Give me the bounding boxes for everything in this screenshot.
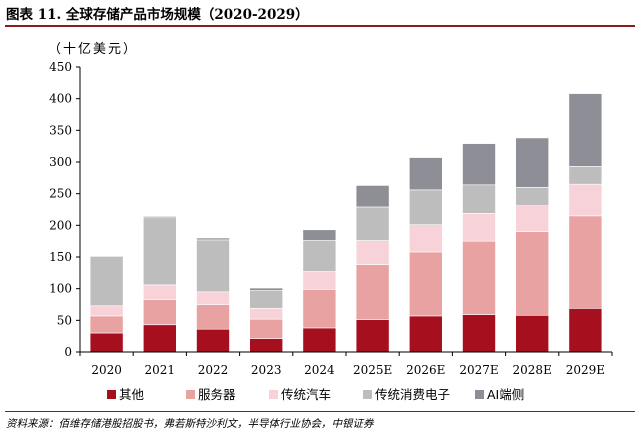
y-tick-label: 100 bbox=[49, 282, 72, 296]
x-axis: 2020 2021 2022 2023 2024 2025E 2026E 2027E 2028E… bbox=[79, 351, 613, 377]
bar-segment-2026e-series-4 bbox=[408, 157, 443, 191]
y-tick-label: 50 bbox=[57, 313, 72, 327]
bar-segment-2021-series-2 bbox=[143, 284, 177, 300]
bar-segment-2022-series-3 bbox=[196, 239, 230, 293]
legend-swatch bbox=[107, 390, 116, 399]
y-tick-label: 400 bbox=[49, 92, 72, 106]
bar-segment-2024-series-3 bbox=[302, 240, 337, 272]
figure-title: 图表 11. 全球存储产品市场规模（2020-2029） bbox=[6, 7, 309, 23]
legend-swatch bbox=[269, 390, 278, 399]
legend-swatch bbox=[363, 390, 372, 399]
bar-segment-2028e-series-1 bbox=[515, 231, 550, 316]
x-tick-label-2025e: 2025E bbox=[353, 363, 392, 377]
x-tick-label-2024: 2024 bbox=[304, 363, 335, 377]
legend-label: 其他 bbox=[119, 387, 145, 402]
y-tick-label: 300 bbox=[49, 155, 72, 169]
bar-segment-2022-series-4 bbox=[196, 237, 230, 241]
y-tick-label: 250 bbox=[49, 187, 72, 201]
bar-segment-2027e-series-3 bbox=[462, 184, 496, 214]
bar-segment-2022-series-1 bbox=[196, 304, 230, 330]
bar-segment-2020-series-0 bbox=[89, 332, 124, 353]
title-rule bbox=[5, 25, 635, 27]
bars-group bbox=[89, 93, 603, 353]
source-note: 资料来源：佰维存储港股招股书，弗若斯特沙利文，半导体行业协会，中银证券 bbox=[6, 418, 374, 430]
x-tick-label-2023: 2023 bbox=[251, 363, 282, 377]
legend-label: 服务器 bbox=[198, 387, 236, 402]
bar-segment-2020-series-3 bbox=[89, 256, 124, 307]
x-tick-label-2022: 2022 bbox=[198, 363, 229, 377]
bar-segment-2020-series-1 bbox=[89, 315, 124, 334]
bar-segment-2023-series-2 bbox=[249, 307, 283, 320]
bar-segment-2024-series-1 bbox=[302, 288, 337, 329]
bar-segment-2026e-series-3 bbox=[408, 189, 443, 226]
bar-segment-2026e-series-2 bbox=[408, 224, 443, 253]
bar-segment-2027e-series-0 bbox=[462, 314, 496, 353]
x-tick-label-2020: 2020 bbox=[91, 363, 122, 377]
legend-swatch bbox=[475, 390, 484, 399]
x-tick-label-2027e: 2027E bbox=[459, 363, 498, 377]
bar-segment-2026e-series-1 bbox=[408, 251, 443, 317]
y-axis: 0 50 100 150 200 250 300 350 400 450 bbox=[49, 60, 81, 359]
bar-segment-2024-series-0 bbox=[302, 327, 337, 353]
bar-segment-2021-series-1 bbox=[143, 299, 177, 326]
y-axis-unit-label: （十亿美元） bbox=[48, 42, 138, 57]
bar-segment-2025e-series-1 bbox=[355, 264, 390, 321]
bar-segment-2023-series-4 bbox=[249, 287, 283, 291]
bar-segment-2024-series-4 bbox=[302, 229, 337, 241]
legend-label: 传统消费电子 bbox=[375, 387, 450, 402]
legend-item-4: AI端侧 bbox=[475, 387, 524, 402]
x-tick-label-2026e: 2026E bbox=[406, 363, 445, 377]
legend-swatch bbox=[186, 390, 195, 399]
bar-segment-2023-series-0 bbox=[249, 338, 283, 353]
y-tick-label: 450 bbox=[49, 60, 72, 74]
bar-segment-2028e-series-2 bbox=[515, 205, 550, 232]
bar-segment-2025e-series-3 bbox=[355, 206, 390, 241]
legend-label: 传统汽车 bbox=[281, 387, 331, 402]
bar-segment-2028e-series-4 bbox=[515, 137, 550, 188]
bar-segment-2025e-series-2 bbox=[355, 240, 390, 265]
bar-segment-2023-series-1 bbox=[249, 318, 283, 340]
bar-segment-2029e-series-4 bbox=[568, 93, 603, 167]
bar-segment-2028e-series-0 bbox=[515, 314, 550, 353]
bar-segment-2025e-series-4 bbox=[355, 185, 390, 208]
bar-segment-2021-series-0 bbox=[143, 324, 177, 353]
x-tick-label-2029e: 2029E bbox=[566, 363, 605, 377]
legend-item-3: 传统消费电子 bbox=[363, 387, 450, 402]
bar-segment-2029e-series-2 bbox=[568, 183, 603, 217]
y-tick-label: 0 bbox=[64, 345, 72, 359]
bar-segment-2022-series-2 bbox=[196, 291, 230, 305]
bar-segment-2027e-series-2 bbox=[462, 213, 496, 242]
legend-item-0: 其他 bbox=[107, 387, 145, 402]
bar-segment-2029e-series-0 bbox=[568, 307, 603, 353]
bar-segment-2027e-series-4 bbox=[462, 143, 496, 186]
source-rule bbox=[5, 411, 635, 412]
bar-segment-2029e-series-3 bbox=[568, 166, 603, 185]
y-tick-label: 350 bbox=[49, 123, 72, 137]
legend-item-2: 传统汽车 bbox=[269, 387, 331, 402]
bar-segment-2023-series-3 bbox=[249, 290, 283, 309]
bar-segment-2020-series-2 bbox=[89, 305, 124, 317]
y-tick-label: 150 bbox=[49, 250, 72, 264]
bar-segment-2021-series-3 bbox=[143, 217, 177, 286]
bar-segment-2022-series-0 bbox=[196, 328, 230, 353]
bar-segment-2025e-series-0 bbox=[355, 319, 390, 353]
bar-segment-2021-series-4 bbox=[143, 216, 177, 219]
bar-segment-2026e-series-0 bbox=[408, 315, 443, 353]
bar-segment-2028e-series-3 bbox=[515, 187, 550, 206]
y-tick-label: 200 bbox=[49, 218, 72, 232]
bar-segment-2029e-series-1 bbox=[568, 215, 603, 309]
legend-label: AI端侧 bbox=[487, 387, 524, 402]
x-tick-label-2028e: 2028E bbox=[513, 363, 552, 377]
legend: 其他 服务器 传统汽车 传统消费电子 AI端侧 bbox=[107, 387, 524, 402]
legend-item-1: 服务器 bbox=[186, 387, 236, 402]
bar-segment-2024-series-2 bbox=[302, 271, 337, 290]
bar-segment-2027e-series-1 bbox=[462, 240, 496, 315]
x-tick-label-2021: 2021 bbox=[145, 363, 176, 377]
